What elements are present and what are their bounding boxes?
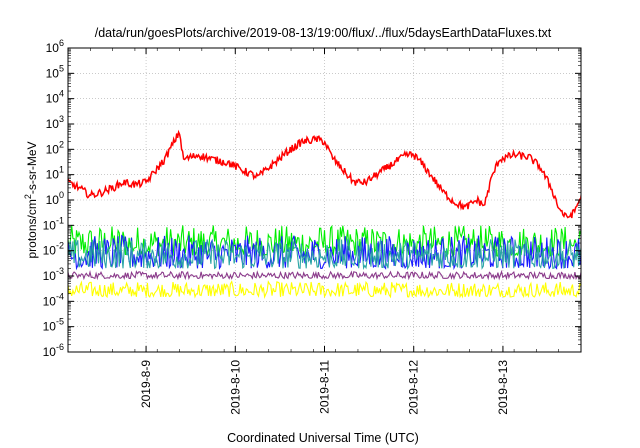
flux-series bbox=[68, 224, 581, 258]
x-tick-label: 2019-8-10 bbox=[228, 360, 242, 415]
y-axis-ticks: 10-6 10-5 10-4 10-3 10-2 10-1 100 101 102 103 104 1… bbox=[43, 38, 581, 359]
y-tick-label: 10-4 bbox=[43, 291, 64, 308]
y-axis-label-superscript: 2 bbox=[23, 194, 33, 199]
y-tick-label: 103 bbox=[46, 114, 64, 131]
y-tick-label: 102 bbox=[46, 139, 64, 156]
flux-series bbox=[68, 269, 581, 281]
y-tick-label: 100 bbox=[46, 190, 64, 207]
x-tick-label: 2019-8-13 bbox=[496, 360, 510, 415]
y-tick-label: 10-3 bbox=[43, 266, 64, 283]
y-tick-label: 10-2 bbox=[43, 241, 64, 258]
flux-series bbox=[68, 280, 581, 299]
chart-title: /data/run/goesPlots/archive/2019-08-13/1… bbox=[95, 26, 552, 40]
grid-lines bbox=[68, 48, 581, 352]
x-tick-label: 2019-8-9 bbox=[139, 360, 153, 408]
y-tick-label: 101 bbox=[46, 165, 64, 182]
x-tick-label: 2019-8-11 bbox=[318, 360, 332, 414]
flux-series bbox=[68, 238, 581, 271]
y-axis-label: protons/cm2-s-sr-MeV bbox=[23, 141, 39, 258]
y-tick-label: 10-6 bbox=[43, 342, 64, 359]
y-tick-label: 105 bbox=[46, 63, 64, 80]
flux-series bbox=[68, 234, 581, 271]
y-axis-label-rest: -s-sr-MeV bbox=[25, 141, 39, 194]
y-tick-label: 10-5 bbox=[43, 317, 64, 334]
series-layer bbox=[68, 129, 581, 299]
y-axis-label-base: protons/cm bbox=[25, 199, 39, 258]
y-tick-label: 104 bbox=[46, 89, 64, 106]
y-tick-label: 106 bbox=[46, 38, 64, 55]
x-tick-label: 2019-8-12 bbox=[407, 360, 421, 415]
flux-series bbox=[68, 129, 581, 219]
x-axis-label: Coordinated Universal Time (UTC) bbox=[227, 431, 419, 445]
x-axis-ticks: 2019-8-9 2019-8-10 2019-8-11 2019-8-12 2019-… bbox=[67, 48, 582, 415]
y-tick-label: 10-1 bbox=[43, 215, 64, 232]
